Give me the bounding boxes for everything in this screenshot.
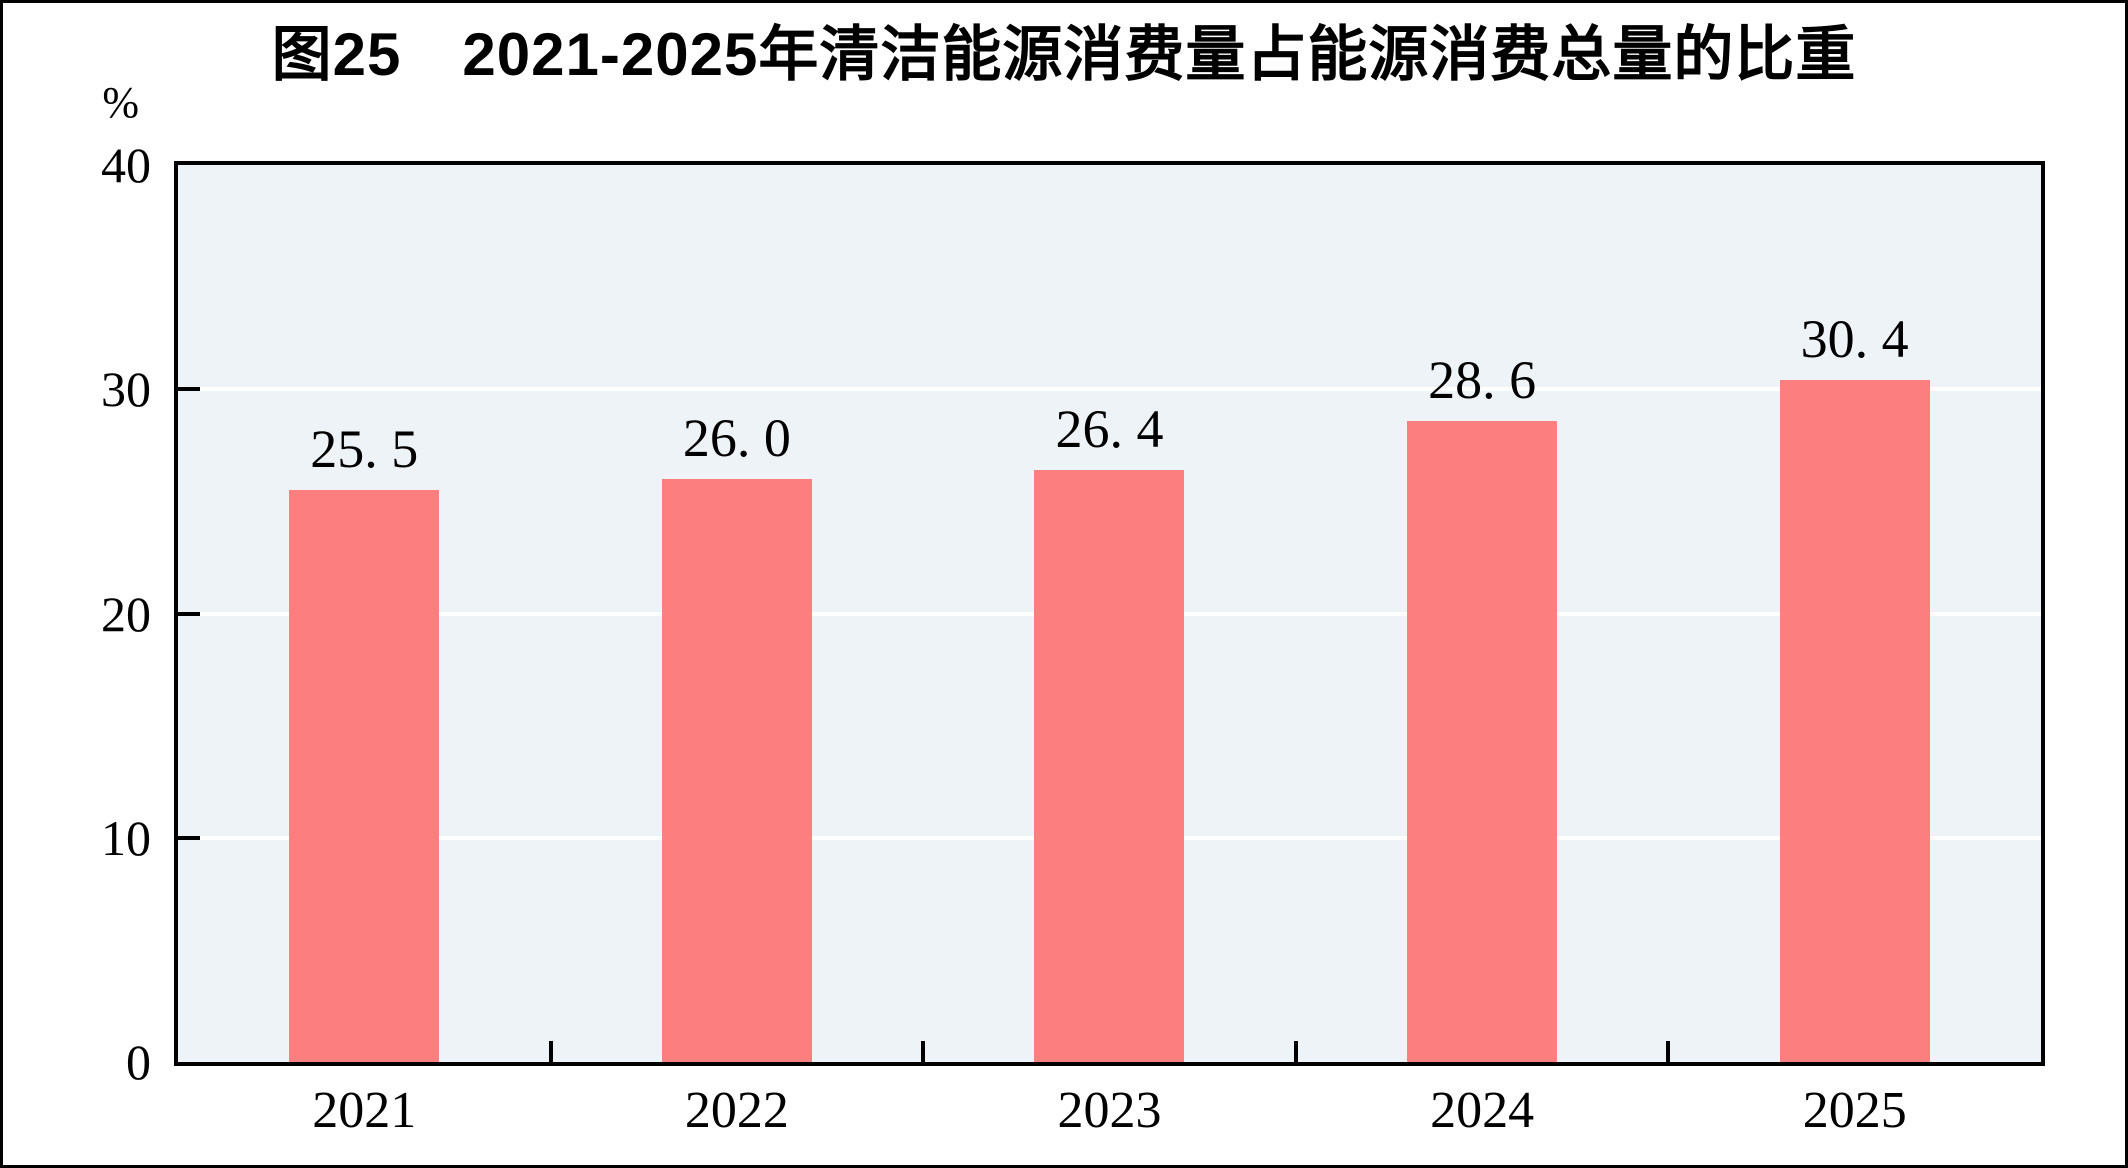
y-axis-unit-label: % — [102, 78, 139, 127]
bar-2024 — [1407, 420, 1558, 1062]
bar-slots: 25. 5 26. 0 26. 4 28. 6 30. 4 — [178, 165, 2041, 1062]
chart-title: 图25 2021-2025年清洁能源消费量占能源消费总量的比重 — [271, 21, 1857, 88]
bar-2023 — [1034, 469, 1185, 1062]
y-tick-label-10: 10 — [101, 809, 151, 866]
y-tick-label-20: 20 — [101, 585, 151, 642]
bar-slot-2023: 26. 4 — [923, 165, 1296, 1062]
y-tick-label-40: 40 — [101, 137, 151, 193]
x-tick-boundary-1 — [548, 1041, 553, 1062]
plot-area: 25. 5 26. 0 26. 4 28. 6 30. 4 — [174, 161, 2045, 1066]
bar-2021 — [289, 490, 440, 1062]
bar-value-label-2025: 30. 4 — [1800, 309, 1909, 370]
bar-value-label-2021: 25. 5 — [310, 419, 419, 480]
bar-value-label-2024: 28. 6 — [1428, 349, 1537, 410]
x-tick-boundary-2 — [921, 1041, 926, 1062]
y-tick-label-30: 30 — [101, 361, 151, 418]
bar-2022 — [661, 478, 812, 1062]
x-tick-label-2023: 2023 — [1057, 1082, 1162, 1139]
y-tick-30 — [178, 387, 200, 392]
x-tick-label-2021: 2021 — [312, 1082, 417, 1139]
y-tick-20 — [178, 611, 200, 616]
bar-value-label-2022: 26. 0 — [682, 407, 791, 468]
bar-slot-2022: 26. 0 — [551, 165, 924, 1062]
bar-slot-2025: 30. 4 — [1668, 165, 2041, 1062]
x-tick-label-2024: 2024 — [1430, 1082, 1535, 1139]
gridline-30 — [178, 387, 2041, 392]
bar-slot-2021: 25. 5 — [178, 165, 551, 1062]
x-tick-boundary-3 — [1293, 1041, 1298, 1062]
bar-slot-2024: 28. 6 — [1296, 165, 1669, 1062]
bar-value-label-2023: 26. 4 — [1055, 398, 1164, 459]
x-tick-label-2025: 2025 — [1802, 1082, 1907, 1139]
y-tick-10 — [178, 835, 200, 840]
x-tick-label-2022: 2022 — [684, 1082, 789, 1139]
y-tick-label-0: 0 — [126, 1034, 151, 1090]
bar-2025 — [1779, 380, 1930, 1062]
x-tick-boundary-4 — [1666, 1041, 1671, 1062]
